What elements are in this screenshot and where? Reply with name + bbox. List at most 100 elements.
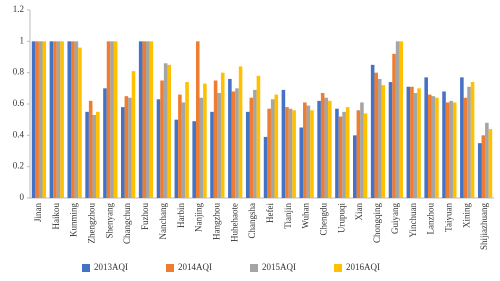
x-tick-label: Fuzhou [140, 203, 150, 231]
bar [381, 85, 386, 198]
legend-label: 2015AQI [262, 262, 296, 272]
bar [417, 88, 421, 198]
legend-label: 2013AQI [94, 262, 128, 272]
bar [306, 105, 311, 198]
bar [31, 41, 36, 199]
bar [370, 64, 375, 198]
bar [156, 99, 161, 198]
bar [324, 97, 329, 198]
bar [56, 41, 61, 199]
x-tick-label: Chengdu [319, 203, 329, 236]
bar [427, 94, 432, 198]
x-tick-label: Urupuqi [336, 203, 346, 233]
y-tick-label: 0.2 [13, 161, 24, 171]
y-tick-label: 1.2 [13, 4, 24, 14]
bar [49, 41, 54, 199]
bar [442, 91, 446, 198]
bar [235, 88, 239, 198]
bar [78, 47, 82, 198]
bar [253, 89, 257, 198]
bar [288, 108, 293, 198]
x-tick-label: Kunming [69, 203, 79, 238]
bar [88, 100, 93, 198]
x-tick-label: Shenyang [104, 203, 114, 239]
bar [131, 71, 136, 198]
legend-swatch [82, 264, 90, 272]
y-tick-label: 0.4 [13, 129, 25, 139]
x-tick-label: Yinchuan [408, 203, 418, 238]
legend-swatch [166, 264, 174, 272]
bar [92, 114, 97, 198]
bar [317, 100, 321, 198]
legend-label: 2016AQI [346, 262, 380, 272]
bar [342, 111, 346, 198]
bar [374, 72, 378, 198]
bar [38, 41, 43, 199]
x-tick-label: Taiyuan [443, 203, 453, 232]
bar [60, 41, 64, 199]
bar [345, 107, 350, 198]
bar [467, 86, 471, 198]
x-tick-label: Chongqing [372, 203, 382, 244]
bar [245, 111, 250, 198]
bar [213, 80, 218, 198]
x-tick-label: Huhehaote [229, 203, 239, 242]
legend-swatch [334, 264, 342, 272]
bar [303, 102, 307, 198]
bar [231, 91, 236, 198]
bar [149, 41, 154, 199]
bar [281, 89, 286, 198]
bar [96, 111, 100, 198]
x-tick-label: Xian [354, 203, 364, 221]
bar [228, 78, 232, 198]
bar [185, 82, 189, 198]
bar [431, 96, 436, 198]
bar [270, 99, 275, 198]
bar [192, 121, 196, 198]
bar [485, 122, 489, 198]
bar [238, 66, 243, 199]
bar [142, 41, 146, 199]
bar [146, 41, 150, 199]
x-tick-label: Jinan [33, 203, 43, 222]
bar [74, 41, 79, 199]
bar [138, 41, 143, 199]
x-tick-label: Haikou [51, 203, 61, 230]
bar [263, 136, 268, 198]
bar [460, 77, 464, 198]
bar [121, 107, 125, 198]
bar [424, 77, 428, 198]
bar [299, 127, 304, 198]
x-tick-label: Changsha [247, 203, 257, 239]
bar [128, 97, 132, 198]
bar [378, 78, 382, 198]
legend-swatch [250, 264, 258, 272]
bar [106, 41, 111, 199]
bar [292, 110, 296, 198]
bar [210, 111, 214, 198]
bar [167, 64, 171, 198]
y-tick-label: 0.6 [13, 98, 25, 108]
bar [203, 83, 207, 198]
bar [395, 41, 400, 199]
bar [220, 72, 225, 198]
bar [353, 135, 357, 198]
bar [392, 53, 396, 198]
bar [410, 86, 414, 198]
bar [53, 41, 57, 199]
x-tick-label: Shijiazhuang [479, 203, 489, 250]
y-tick-label: 0 [20, 192, 25, 202]
bar [356, 110, 361, 198]
bar [481, 135, 486, 198]
bar [470, 82, 475, 198]
x-tick-label: Guiyang [390, 203, 400, 234]
x-tick-label: Hangzhou [211, 203, 221, 240]
bar [163, 63, 168, 199]
bar [174, 119, 179, 198]
bar [363, 113, 368, 198]
legend-label: 2014AQI [178, 262, 212, 272]
bar [488, 129, 493, 198]
x-tick-label: Wuhan [301, 203, 311, 229]
